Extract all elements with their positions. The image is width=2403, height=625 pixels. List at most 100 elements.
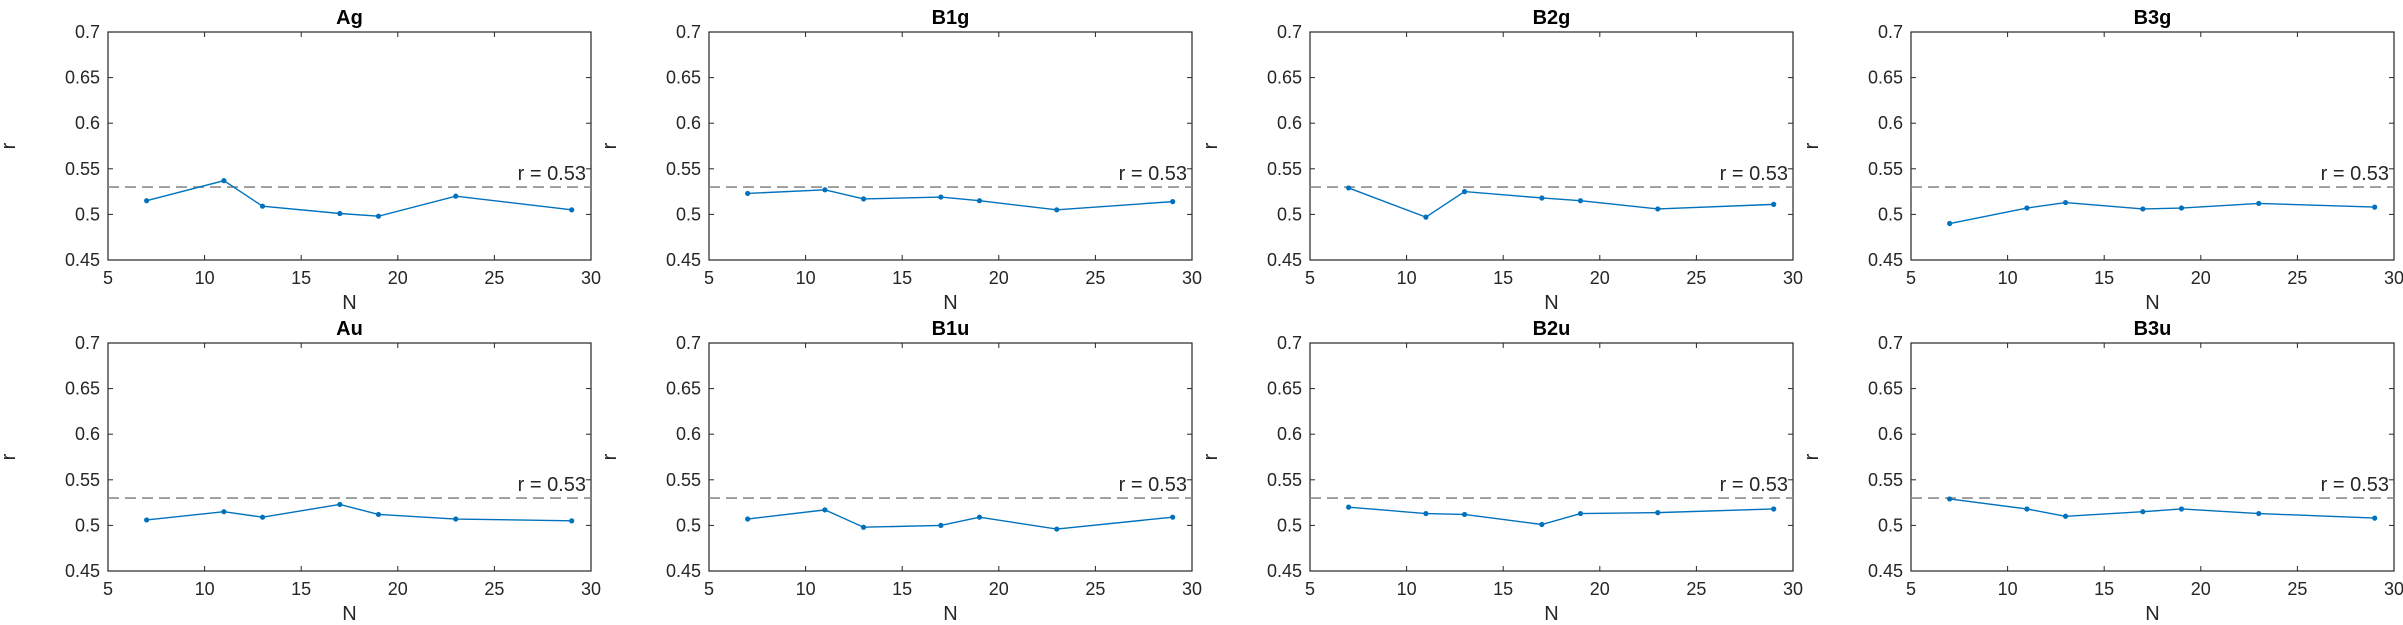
y-tick-label: 0.6 — [75, 113, 100, 133]
subplot-b2u: 5 10 15 20 25 30 0.45 0.5 0.55 0.6 0.65 0.7 r = 0.53… — [1200, 318, 1803, 625]
y-tick-label: 0.45 — [1267, 561, 1302, 581]
x-tick-label: 30 — [1783, 268, 1803, 288]
y-tick-label: 0.65 — [65, 379, 100, 399]
reference-line-label: r = 0.53 — [1119, 163, 1187, 185]
subplot-b3u: 5 10 15 20 25 30 0.45 0.5 0.55 0.6 0.65 0.7 r = 0.53… — [1801, 318, 2403, 625]
y-tick-label: 0.6 — [1277, 113, 1302, 133]
y-tick-label: 0.7 — [676, 333, 701, 353]
y-tick-label: 0.55 — [65, 159, 100, 179]
data-point — [2372, 515, 2378, 521]
subplot-title: Ag — [336, 7, 363, 29]
y-tick-label: 0.7 — [75, 333, 100, 353]
x-tick-label: 5 — [1906, 579, 1916, 599]
x-tick-label: 25 — [484, 579, 504, 599]
subplot-title: B2g — [1533, 7, 1571, 29]
y-tick-label: 0.65 — [1267, 379, 1302, 399]
data-point — [1423, 510, 1429, 517]
axes-box — [107, 31, 592, 261]
x-tick-label: 5 — [103, 268, 113, 288]
y-tick-label: 0.5 — [676, 204, 701, 224]
x-tick-label: 20 — [1590, 579, 1610, 599]
subplot-b2g: 5 10 15 20 25 30 0.45 0.5 0.55 0.6 0.65 0.7 r = 0.53… — [1200, 7, 1803, 314]
y-tick-label: 0.65 — [666, 68, 701, 88]
x-axis-label: N — [342, 292, 356, 314]
x-tick-label: 25 — [484, 268, 504, 288]
y-tick-label: 0.55 — [1868, 470, 1903, 490]
data-point — [2140, 509, 2146, 515]
x-tick-label: 10 — [1998, 579, 2018, 599]
x-tick-label: 10 — [1397, 268, 1417, 288]
y-tick-label: 0.5 — [1878, 515, 1903, 535]
data-point — [259, 203, 266, 209]
data-point — [1947, 496, 1953, 502]
y-tick-label: 0.7 — [1878, 333, 1903, 353]
x-tick-label: 10 — [195, 268, 215, 288]
y-tick-label: 0.45 — [1868, 561, 1903, 581]
y-tick-label: 0.7 — [1878, 22, 1903, 42]
x-tick-label: 30 — [581, 268, 601, 288]
x-tick-label: 30 — [1182, 268, 1202, 288]
y-tick-label: 0.45 — [1267, 250, 1302, 270]
subplot-ag: 5 10 15 20 25 30 0.45 0.5 0.55 0.6 0.65 0.7 r = 0.53… — [0, 7, 601, 314]
y-tick-label: 0.5 — [1878, 204, 1903, 224]
x-tick-label: 5 — [704, 579, 714, 599]
y-tick-label: 0.7 — [1277, 333, 1302, 353]
axes-box — [708, 31, 1193, 261]
data-point — [2140, 206, 2146, 212]
data-point — [1539, 521, 1545, 528]
x-axis-label: N — [342, 603, 356, 625]
y-tick-label: 0.65 — [1267, 68, 1302, 88]
x-tick-label: 10 — [796, 579, 816, 599]
y-tick-label: 0.5 — [1277, 515, 1302, 535]
data-point — [453, 193, 459, 199]
data-point — [1170, 199, 1176, 205]
data-point — [375, 511, 382, 518]
data-point — [2256, 200, 2262, 207]
x-tick-label: 25 — [1085, 579, 1105, 599]
data-point — [1054, 526, 1060, 532]
x-tick-label: 5 — [103, 579, 113, 599]
y-tick-label: 0.6 — [1878, 113, 1903, 133]
x-tick-label: 15 — [291, 268, 311, 288]
x-tick-label: 25 — [1085, 268, 1105, 288]
reference-line-label: r = 0.53 — [1720, 474, 1788, 496]
data-point — [1771, 201, 1777, 207]
y-axis-label: r — [599, 453, 621, 460]
x-tick-label: 5 — [704, 268, 714, 288]
x-tick-label: 10 — [1397, 579, 1417, 599]
y-tick-label: 0.6 — [75, 424, 100, 444]
data-point — [822, 187, 828, 193]
x-tick-label: 20 — [388, 579, 408, 599]
axes-box — [1910, 342, 2395, 572]
x-tick-label: 20 — [989, 579, 1009, 599]
data-point — [976, 198, 983, 204]
data-point — [1577, 198, 1584, 204]
y-tick-label: 0.55 — [1868, 159, 1903, 179]
x-axis-label: N — [943, 292, 957, 314]
x-tick-label: 20 — [388, 268, 408, 288]
reference-line-label: r = 0.53 — [2321, 163, 2389, 185]
data-point — [822, 507, 828, 513]
data-point — [860, 524, 867, 530]
y-axis-label: r — [0, 453, 20, 460]
data-point — [569, 207, 575, 213]
x-tick-label: 25 — [2287, 268, 2307, 288]
axes-box — [1309, 342, 1794, 572]
y-axis-label: r — [599, 142, 621, 149]
y-tick-label: 0.55 — [1267, 470, 1302, 490]
y-axis-label: r — [1200, 453, 1222, 460]
data-point — [1539, 195, 1545, 201]
data-point — [2062, 513, 2069, 519]
data-point — [1577, 510, 1584, 517]
data-point — [2372, 204, 2378, 210]
x-axis-label: N — [943, 603, 957, 625]
data-point — [745, 516, 751, 522]
data-point — [1771, 506, 1777, 512]
axes-box — [1910, 31, 2395, 261]
reference-line-label: r = 0.53 — [1720, 163, 1788, 185]
y-axis-label: r — [1801, 142, 1823, 149]
data-point — [1461, 511, 1468, 518]
y-tick-label: 0.55 — [666, 159, 701, 179]
data-point — [2024, 205, 2030, 211]
data-point — [221, 178, 227, 184]
